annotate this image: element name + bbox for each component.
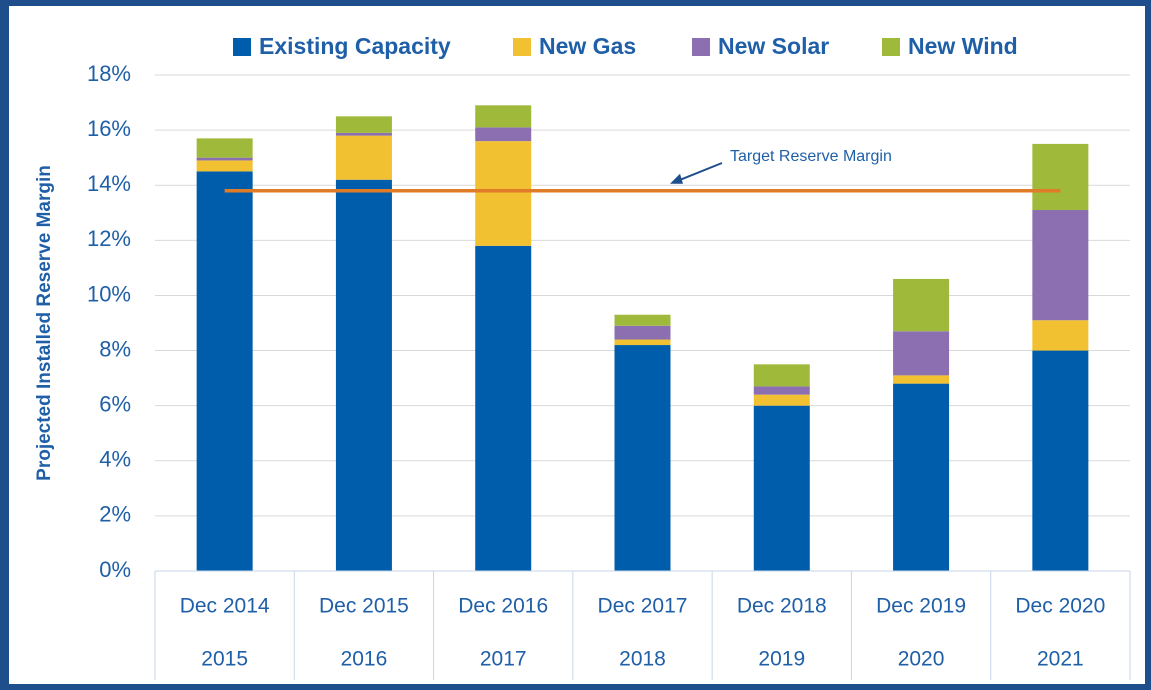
x-tick-label: Dec 2020 xyxy=(1015,595,1105,618)
y-tick-label: 18% xyxy=(87,61,131,86)
x-tick-label: Dec 2014 xyxy=(180,595,270,618)
bar-segment xyxy=(196,157,253,161)
bar-segment xyxy=(893,278,950,332)
bar-segment xyxy=(1032,210,1089,321)
bar-segment xyxy=(614,345,671,571)
legend-label: New Wind xyxy=(908,33,1018,59)
legend-swatch xyxy=(692,38,710,56)
bar-segment xyxy=(614,325,671,340)
bar-segment xyxy=(753,405,810,571)
bar-segment xyxy=(475,105,532,128)
x-tick-label: Dec 2015 xyxy=(319,595,409,618)
bar-segment xyxy=(196,138,253,158)
bar-segment xyxy=(335,116,392,133)
bar-segment xyxy=(196,160,253,172)
bar-segment xyxy=(753,386,810,395)
y-tick-label: 10% xyxy=(87,281,131,306)
x-tick-label: Dec 2016 xyxy=(458,595,548,618)
bar-segment xyxy=(1032,350,1089,571)
x-group-label: 2017 xyxy=(480,648,527,671)
y-tick-label: 12% xyxy=(87,226,131,251)
y-tick-label: 6% xyxy=(99,391,131,416)
bar-segment xyxy=(893,383,950,571)
bar-segment xyxy=(614,339,671,346)
y-axis-label: Projected Installed Reserve Margin xyxy=(34,165,55,481)
legend-swatch xyxy=(513,38,531,56)
y-tick-label: 4% xyxy=(99,447,131,472)
bar-segment xyxy=(196,171,253,571)
x-group-label: 2016 xyxy=(341,648,388,671)
x-tick-label: Dec 2018 xyxy=(737,595,827,618)
x-group-label: 2019 xyxy=(758,648,805,671)
bar-segment xyxy=(1032,143,1089,211)
x-group-label: 2018 xyxy=(619,648,666,671)
legend-label: New Gas xyxy=(539,33,636,59)
annotation-label: Target Reserve Margin xyxy=(730,148,892,165)
y-tick-label: 14% xyxy=(87,171,131,196)
x-group-label: 2020 xyxy=(898,648,945,671)
x-tick-label: Dec 2017 xyxy=(598,595,688,618)
y-tick-label: 16% xyxy=(87,116,131,141)
bar-segment xyxy=(335,179,392,571)
bar-segment xyxy=(893,375,950,384)
bar-segment xyxy=(335,132,392,136)
legend-swatch xyxy=(882,38,900,56)
frame-left xyxy=(0,0,9,690)
bar-segment xyxy=(335,135,392,180)
bar-segment xyxy=(475,141,532,246)
bar-segment xyxy=(753,364,810,387)
annotation-arrow xyxy=(677,162,723,182)
bar-segment xyxy=(475,127,532,142)
legend-label: New Solar xyxy=(718,33,829,59)
bar-segment xyxy=(753,394,810,406)
annotation-arrowhead xyxy=(670,173,683,184)
legend-swatch xyxy=(233,38,251,56)
x-tick-label: Dec 2019 xyxy=(876,595,966,618)
bar-segment xyxy=(893,331,950,376)
x-group-label: 2015 xyxy=(201,648,248,671)
x-group-label: 2021 xyxy=(1037,648,1084,671)
y-tick-label: 8% xyxy=(99,336,131,361)
bar-segment xyxy=(475,245,532,571)
y-tick-label: 0% xyxy=(99,557,131,582)
y-tick-label: 2% xyxy=(99,502,131,527)
bar-segment xyxy=(1032,320,1089,351)
legend-label: Existing Capacity xyxy=(259,33,451,59)
bar-segment xyxy=(614,314,671,326)
